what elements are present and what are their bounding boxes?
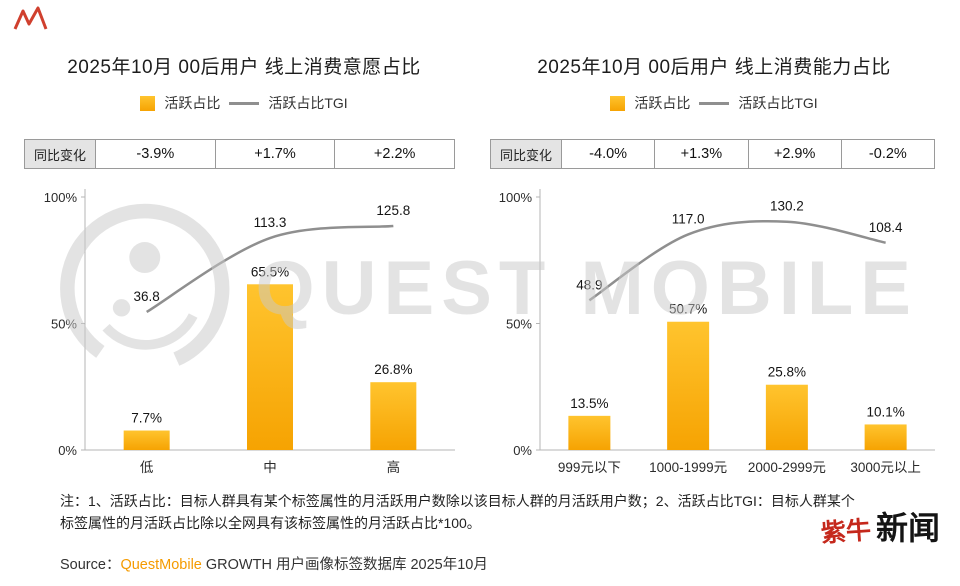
tgi-value-label: 125.8 — [376, 203, 410, 218]
y-tick-label: 100% — [499, 190, 533, 205]
ziniu-news-logo: 紫牛 新闻 — [820, 509, 940, 548]
category-label: 中 — [263, 460, 277, 475]
right-chart-title: 2025年10月 00后用户 线上消费能力占比 — [537, 57, 891, 78]
source-brand: QuestMobile — [120, 557, 202, 573]
y-tick-label: 50% — [506, 317, 532, 332]
bar — [247, 284, 293, 450]
bar-value-label: 65.5% — [251, 264, 289, 279]
bar-legend-label: 活跃占比 — [634, 95, 691, 111]
category-label: 2000-2999元 — [748, 460, 826, 475]
left-yoy-table: 同比变化 -3.9% +1.7% +2.2% — [24, 139, 455, 169]
category-label: 低 — [140, 460, 154, 475]
bar — [864, 424, 907, 450]
source-rest: GROWTH 用户画像标签数据库 2025年10月 — [201, 557, 488, 573]
bar-legend-swatch — [610, 95, 626, 111]
yoy-label-cell: 同比变化 — [491, 140, 562, 168]
left-chart-title: 2025年10月 00后用户 线上消费意愿占比 — [67, 57, 421, 78]
ziniu-logo-black-text: 新闻 — [875, 509, 940, 547]
yoy-value-cell: +2.9% — [749, 140, 842, 168]
yoy-value-cell: +2.2% — [373, 146, 416, 162]
bar — [568, 415, 611, 450]
yoy-value-cell: -0.2% — [868, 146, 907, 162]
source-line: Source：QuestMobile GROWTH 用户画像标签数据库 2025… — [60, 553, 488, 574]
left-bar-line-chart: 100% 50% 0% 7.7% 65.5% 26.8% 低 中 高 36.8 113.3 125.8 — [44, 189, 455, 475]
bar — [765, 384, 808, 450]
tgi-value-label: 117.0 — [672, 211, 705, 226]
yoy-value-cell: -4.0% — [562, 140, 656, 168]
category-label: 999元以下 — [558, 460, 621, 475]
category-label: 高 — [387, 459, 401, 475]
yoy-value-cell: -3.9% — [96, 140, 216, 168]
bar-value-label: 7.7% — [131, 411, 162, 426]
tgi-value-label: 36.8 — [134, 289, 160, 304]
y-tick-label: 100% — [44, 190, 78, 205]
right-yoy-table: 同比变化 -4.0% +1.3% +2.9% -0.2% — [490, 139, 935, 169]
bar-value-label: 10.1% — [866, 404, 904, 419]
yoy-value-cell: +1.7% — [216, 140, 336, 168]
line-legend-label: 活跃占比TGI — [738, 95, 818, 111]
yoy-label-cell: 同比变化 — [25, 140, 96, 168]
tgi-value-label: 108.4 — [869, 220, 903, 235]
footnote-text: 注：1、活跃占比：目标人群具有某个标签属性的月活跃用户数除以该目标人群的月活跃用… — [60, 493, 855, 531]
bar — [123, 430, 170, 450]
tgi-line — [588, 219, 886, 302]
bar — [370, 382, 417, 450]
y-tick-label: 50% — [51, 317, 77, 332]
ziniu-logo-red-text: 紫牛 — [820, 515, 872, 548]
bar-value-label: 25.8% — [768, 365, 806, 380]
bar-legend-swatch — [140, 95, 156, 111]
right-legend: 活跃占比 活跃占比TGI — [484, 93, 944, 113]
category-label: 1000-1999元 — [649, 460, 727, 475]
category-label: 3000元以上 — [850, 460, 921, 475]
bar — [667, 321, 710, 450]
bar-value-label: 26.8% — [374, 362, 412, 377]
line-legend-swatch — [229, 101, 260, 105]
tgi-value-label: 130.2 — [770, 199, 804, 214]
line-legend-swatch — [699, 101, 730, 105]
tgi-value-label: 113.3 — [254, 215, 287, 230]
corner-mark-icon — [13, 6, 48, 30]
y-tick-label: 0% — [58, 443, 77, 458]
bar-value-label: 13.5% — [570, 396, 608, 411]
bar-legend-label: 活跃占比 — [164, 95, 221, 111]
line-legend-label: 活跃占比TGI — [268, 95, 348, 111]
tgi-value-label: 48.9 — [576, 277, 602, 292]
left-legend: 活跃占比 活跃占比TGI — [16, 93, 472, 113]
bar-value-label: 50.7% — [669, 302, 707, 317]
y-tick-label: 0% — [513, 443, 532, 458]
yoy-value-cell: +1.3% — [655, 140, 749, 168]
source-prefix: Source： — [60, 557, 121, 573]
right-bar-line-chart: 100% 50% 0% 13.5% 50.7% 25.8% 10.1% 999元以下 1000-… — [499, 189, 935, 475]
